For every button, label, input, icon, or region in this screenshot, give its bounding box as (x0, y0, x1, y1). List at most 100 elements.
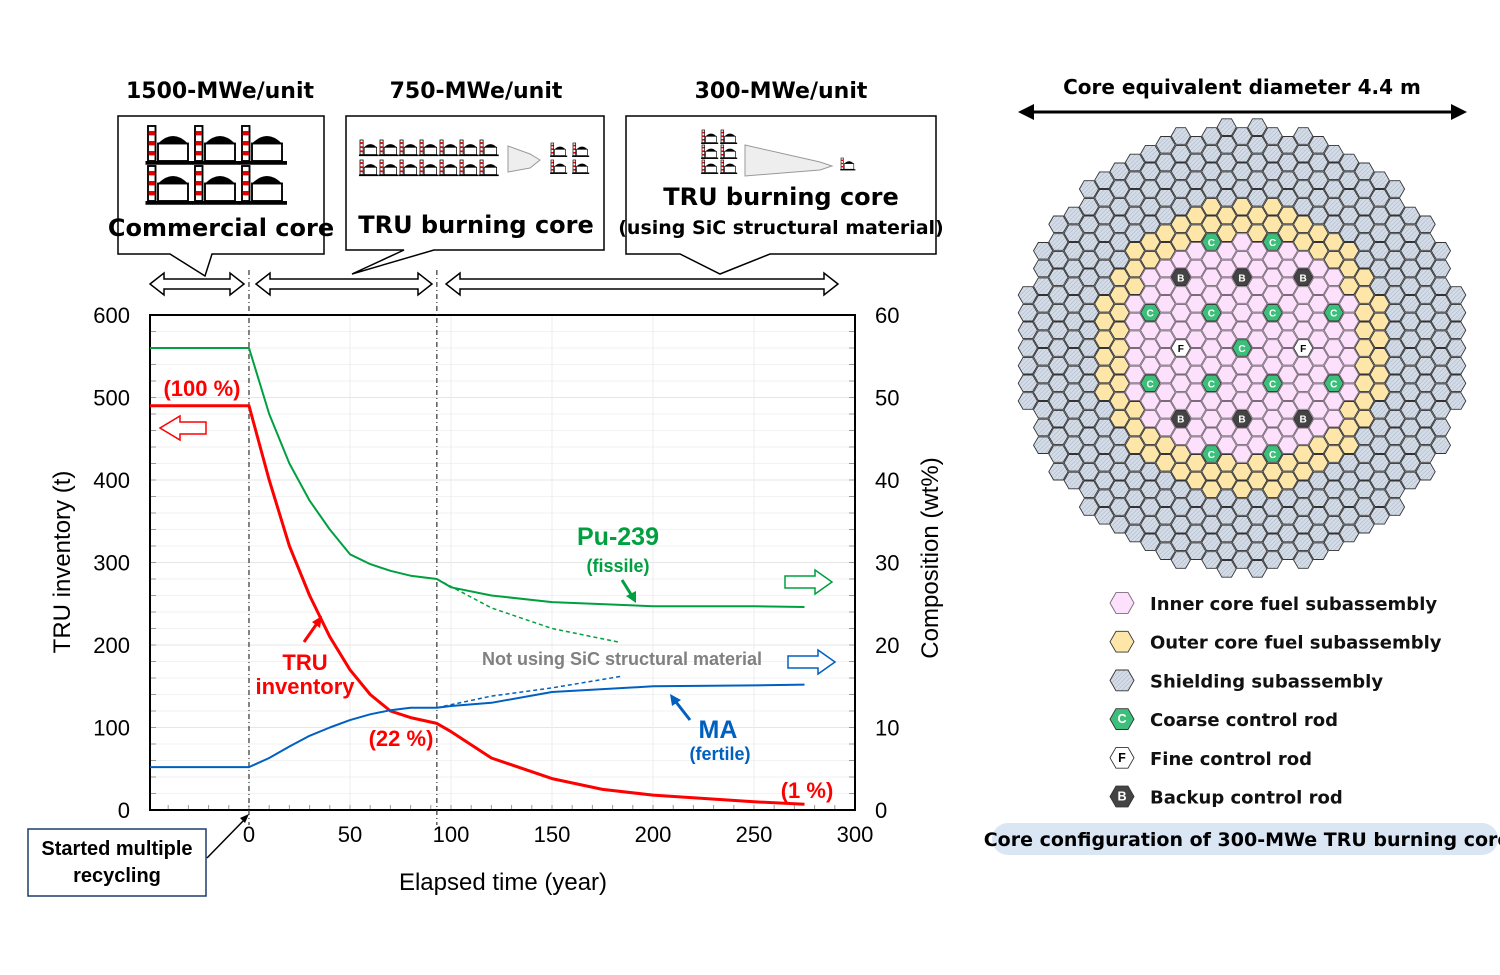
shielding-hex (1277, 136, 1299, 154)
shielding-hex (1308, 189, 1329, 207)
inner-core-fuel-hex (1140, 268, 1161, 287)
shielding-hex (1078, 339, 1100, 357)
inner-core-fuel-hex (1231, 445, 1253, 463)
inner-core-fuel-hex (1170, 250, 1191, 269)
label-100-percent: (100 %) (163, 376, 240, 401)
shielding-hex (1032, 295, 1054, 313)
inner-core-fuel-hex (1308, 348, 1329, 366)
shielding-hex (1247, 542, 1268, 560)
shielding-hex (1354, 462, 1375, 481)
shielding-hex (1078, 303, 1100, 322)
shielding-hex (1293, 515, 1314, 534)
shielding-hex (1032, 436, 1054, 454)
shielding-hex (1384, 268, 1406, 287)
outer-core-fuel-hex (1155, 454, 1176, 472)
inner-core-fuel-hex (1124, 365, 1146, 384)
shielding-hex (1308, 471, 1329, 490)
shielding-hex (1400, 401, 1421, 419)
shielding-hex (1400, 259, 1421, 278)
phase-1-core: Commercial core (108, 214, 334, 242)
shielding-hex (1124, 489, 1146, 507)
outer-core-fuel-hex (1109, 392, 1130, 410)
shielding-hex (1170, 127, 1191, 145)
shielding-hex (1231, 498, 1253, 516)
outer-core-fuel-hex (1155, 242, 1176, 260)
legend-label: Shielding subassembly (1150, 671, 1383, 692)
shielding-hex (1400, 277, 1421, 295)
power-plant-icon (438, 139, 459, 157)
outer-core-fuel-hex (1155, 436, 1176, 454)
series-lines (150, 270, 805, 825)
inner-core-fuel-hex (1216, 277, 1237, 295)
shielding-hex (1277, 507, 1299, 525)
shielding-hex (1262, 498, 1283, 516)
label-tru-inventory: inventory (255, 674, 355, 699)
shielding-hex (1231, 533, 1253, 552)
shielding-hex (1032, 277, 1054, 295)
phase-3-core: TRU burning core (663, 183, 899, 211)
shielding-hex (1140, 144, 1161, 163)
inner-core-fuel-hex (1155, 312, 1176, 331)
shielding-hex (1063, 454, 1084, 472)
coarse-control-rod-hex (1140, 303, 1161, 322)
inner-core-fuel-hex (1170, 392, 1191, 410)
shielding-hex (1277, 542, 1299, 560)
shielding-hex (1032, 383, 1054, 401)
shielding-hex (1032, 401, 1054, 419)
backup-control-rod-hex (1293, 409, 1314, 428)
shielding-hex (1032, 365, 1054, 384)
shielding-hex (1430, 312, 1452, 331)
inner-core-fuel-hex (1231, 356, 1253, 375)
shielding-hex (1384, 462, 1406, 481)
y2-tick-label: 40 (875, 468, 899, 493)
outer-core-fuel-hex (1216, 224, 1237, 242)
shielding-hex (1293, 480, 1314, 499)
outer-core-fuel-hex (1231, 480, 1253, 499)
outer-core-fuel-hex (1140, 250, 1161, 269)
power-plant-icon (701, 144, 719, 159)
left-axis-arrow (158, 414, 207, 442)
shielding-hex (1262, 127, 1283, 145)
shielding-hex (1277, 153, 1299, 172)
shielding-hex (1185, 189, 1207, 207)
shielding-hex (1201, 515, 1222, 534)
shielding-hex (1078, 462, 1100, 481)
shielding-hex (1400, 206, 1421, 225)
inner-core-fuel-hex (1262, 286, 1283, 304)
shielding-hex (1446, 303, 1467, 322)
phase-2-power: 750-MWe/unit (390, 79, 563, 104)
shielding-hex (1293, 162, 1314, 181)
y2-axis-label: Composition (wt%) (917, 457, 944, 658)
inner-core-fuel-hex (1262, 392, 1283, 410)
shielding-hex (1400, 365, 1421, 384)
shielding-hex (1017, 374, 1038, 393)
shielding-hex (1140, 162, 1161, 181)
power-plant-icon (478, 139, 499, 157)
shielding-hex (1323, 180, 1344, 198)
y-tick-label: 200 (93, 633, 130, 658)
power-plant-icon (192, 165, 240, 205)
shielding-hex (1048, 233, 1069, 251)
shielding-hex (1415, 409, 1436, 428)
shielding-hex (1338, 171, 1360, 189)
ma-pointer-arrowhead (670, 694, 681, 706)
fine-control-rod-letter: F (1300, 344, 1306, 355)
inner-core-fuel-hex (1231, 286, 1253, 304)
shielding-hex (1446, 286, 1467, 304)
inner-core-fuel-hex (1231, 233, 1253, 251)
shielding-hex (1124, 153, 1146, 172)
inner-core-fuel-hex (1247, 312, 1268, 331)
shrink-arrow (507, 145, 541, 173)
outer-core-fuel-hex (1354, 286, 1375, 304)
shielding-hex (1354, 498, 1375, 516)
outer-core-fuel-hex (1109, 268, 1130, 287)
inner-core-fuel-hex (1216, 436, 1237, 454)
shielding-hex (1415, 339, 1436, 357)
shielding-hex (1048, 374, 1069, 393)
power-plant-icon (239, 165, 287, 205)
label-fissile: (fissile) (586, 556, 649, 576)
phase-1-power: 1500-MWe/unit (126, 79, 315, 104)
coarse-control-rod-hex (1262, 303, 1283, 322)
shielding-hex (1415, 392, 1436, 410)
